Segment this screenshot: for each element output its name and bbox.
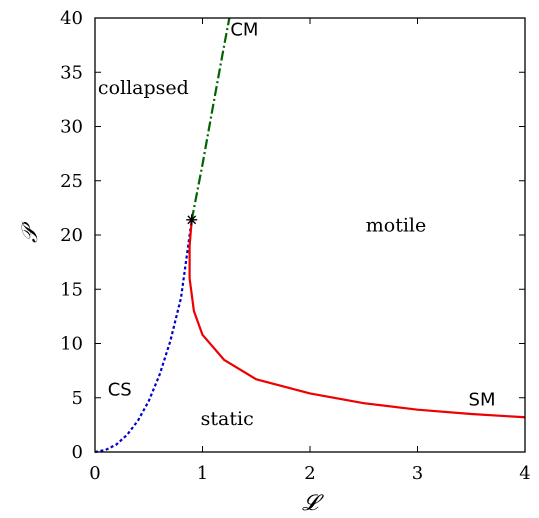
- critical-point-marker: [186, 214, 198, 226]
- x-tick-label: 3: [412, 463, 423, 484]
- series-cm-line: [190, 17, 231, 221]
- annotation-layer: collapsed motile static CS SM CM: [98, 19, 496, 430]
- x-tick-label: 1: [197, 463, 208, 484]
- series-sm-line: [188, 219, 526, 419]
- marker-layer: [186, 214, 198, 226]
- y-tick-label: 35: [60, 62, 83, 83]
- curve-label-sm: SM: [469, 389, 496, 410]
- x-axis-label: 𝓛: [302, 491, 324, 516]
- region-label-collapsed: collapsed: [98, 77, 189, 99]
- curve-label-cm: CM: [230, 19, 258, 40]
- y-axis-label: 𝒫: [18, 221, 43, 243]
- curve-label-cs: CS: [108, 380, 132, 401]
- y-tick-label: 15: [60, 279, 83, 300]
- y-tick-label: 0: [72, 442, 83, 463]
- y-tick-label: 10: [60, 334, 83, 355]
- series-cs-line: [94, 219, 193, 454]
- y-tick-label: 40: [60, 8, 83, 29]
- y-tick-label: 30: [60, 117, 83, 138]
- y-tick-label: 25: [60, 171, 83, 192]
- x-tick-label: 4: [519, 463, 530, 484]
- region-label-static: static: [201, 408, 254, 430]
- y-tick-label: 20: [60, 225, 83, 246]
- series-layer: [94, 17, 526, 454]
- x-tick-label: 2: [304, 463, 315, 484]
- region-label-motile: motile: [366, 215, 427, 237]
- y-tick-label: 5: [72, 388, 83, 409]
- x-tick-label: 0: [89, 463, 100, 484]
